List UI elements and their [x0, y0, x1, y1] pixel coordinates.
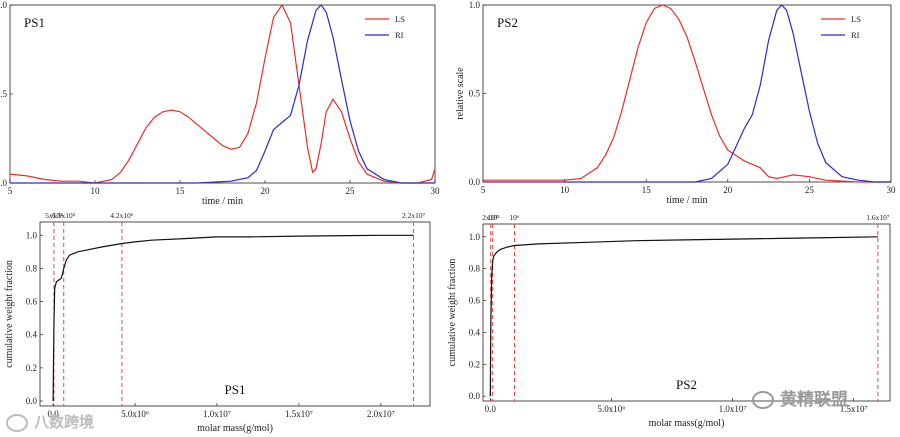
series-line-ls	[9, 3, 436, 184]
x-tick-label: 30	[887, 185, 897, 195]
x-tick-label: 5	[8, 186, 13, 196]
y-tick-label: 0.0	[26, 396, 38, 406]
x-axis-label: molar mass(g/mol)	[649, 418, 725, 429]
x-tick-label: 1.5x10⁷	[285, 409, 313, 419]
y-tick-label: 0.4	[26, 330, 38, 340]
watermark-right-text: 黄精联盟	[780, 390, 848, 410]
marker-label: 10⁵	[488, 213, 499, 222]
x-tick-label: 25	[805, 185, 815, 195]
chart-title: PS1	[225, 382, 246, 397]
chart-title: PS2	[676, 377, 697, 392]
x-tick-label: 2.0x10⁷	[367, 409, 395, 419]
x-tick-label: 5.0x10⁶	[597, 404, 625, 414]
x-axis-label: molar mass(g/mol)	[197, 423, 273, 434]
marker-label: 2.2x10⁷	[402, 211, 426, 220]
series-line-cumulative	[52, 234, 414, 402]
y-tick-label: 0.8	[26, 263, 38, 273]
x-tick-label: 5.0x10⁶	[121, 409, 149, 419]
x-tick-label: 1.0x10⁷	[203, 409, 231, 419]
series-line-ls	[483, 4, 891, 183]
x-axis-label: time / min	[202, 196, 243, 207]
x-tick-label: 0.0	[485, 404, 497, 414]
marker-label: 1.6x10⁷	[866, 213, 890, 222]
marker-label: 4.2x10⁶	[110, 211, 134, 220]
y-tick-label: 1.0	[26, 230, 38, 240]
y-axis-label: cumulative weight fraction	[447, 259, 458, 367]
y-tick-label: 0.2	[469, 359, 480, 369]
marker-label: 6.5x10⁵	[52, 211, 76, 220]
y-tick-label: 0.0	[0, 178, 8, 188]
marker-label: 5x10⁴	[45, 211, 63, 220]
series-line-ri	[10, 4, 435, 184]
y-axis-label: cumulative weight fraction	[4, 260, 15, 368]
legend-label-ri: RI	[395, 30, 404, 40]
y-tick-label: 1.0	[0, 0, 8, 10]
x-tick-label: 20	[261, 186, 271, 196]
x-tick-label: 30	[431, 186, 441, 196]
watermark-left: 八数跨境	[6, 411, 94, 432]
x-tick-label: 5	[481, 185, 486, 195]
y-tick-label: 0.6	[26, 297, 38, 307]
x-tick-label: 25	[346, 186, 356, 196]
chart-panel-2: 5 10 15 20 25 30 0.0 0.5 1.0 time / min relative s…	[455, 0, 896, 206]
y-tick-label: 1.0	[469, 0, 481, 10]
plot-frame	[482, 223, 891, 402]
y-axis-label: relative scale	[455, 67, 466, 120]
chart-title: PS2	[497, 15, 518, 30]
legend-label-ls: LS	[851, 14, 861, 24]
plot-frame	[9, 4, 436, 184]
x-tick-label: 1.5x10⁷	[840, 404, 868, 414]
y-tick-label: 0.2	[26, 363, 37, 373]
wechat-logo-icon	[752, 391, 774, 409]
x-tick-label: 15	[642, 185, 652, 195]
y-tick-label: 0.4	[469, 327, 481, 337]
x-tick-label: 10	[91, 186, 101, 196]
x-tick-label: 20	[723, 185, 733, 195]
x-axis-label: time / min	[666, 195, 707, 206]
watermark-logo-icon	[6, 413, 28, 432]
legend-label-ri: RI	[851, 30, 860, 40]
x-tick-label: 0.0	[47, 409, 59, 419]
x-tick-label: 10	[560, 185, 570, 195]
marker-label: 10⁶	[509, 213, 520, 222]
x-tick-label: 15	[176, 186, 186, 196]
x-tick-label: 1.0x10⁷	[719, 404, 747, 414]
chart-panel-3: 0.0 5.0x10⁶ 1.0x10⁷ 1.5x10⁷ 2.0x10⁷ 0.0 0.2 0.4…	[4, 211, 431, 434]
legend-label-ls: LS	[395, 14, 405, 24]
plot-frame	[482, 4, 892, 183]
y-tick-label: 0.5	[469, 89, 481, 99]
y-tick-label: 0.5	[0, 89, 8, 99]
series-line-cumulative	[489, 236, 878, 397]
y-tick-label: 0.6	[469, 296, 481, 306]
marker-label: 2x10³	[482, 213, 500, 222]
watermark-right: 黄精联盟	[752, 385, 848, 410]
y-tick-label: 0.8	[469, 264, 481, 274]
y-tick-label: 0.0	[469, 391, 481, 401]
watermark-left-text: 八数跨境	[34, 413, 95, 431]
y-tick-label: 0.0	[469, 177, 481, 187]
chart-title: PS1	[24, 15, 45, 30]
chart-panel-4: 0.0 5.0x10⁶ 1.0x10⁷ 1.5x10⁷ 0.0 0.2 0.4 0.6 0.8 1…	[447, 213, 891, 429]
y-tick-label: 1.0	[469, 232, 481, 242]
series-line-ri	[483, 4, 891, 183]
plot-frame	[39, 221, 431, 407]
